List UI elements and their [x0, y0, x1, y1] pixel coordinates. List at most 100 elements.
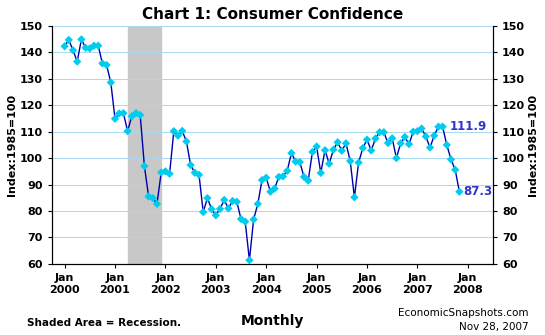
Point: [94, 43, 102, 48]
Point: [136, 112, 144, 118]
Point: [258, 178, 267, 183]
Point: [174, 133, 183, 138]
Point: [346, 158, 355, 164]
Point: [426, 145, 434, 150]
Point: [275, 174, 283, 180]
Point: [417, 126, 426, 131]
Point: [434, 124, 443, 129]
Point: [128, 114, 136, 119]
Point: [384, 140, 392, 146]
Point: [455, 189, 464, 194]
Point: [401, 134, 409, 140]
Point: [241, 219, 250, 224]
Point: [178, 128, 186, 134]
Point: [203, 195, 212, 201]
Point: [392, 155, 401, 161]
Point: [447, 157, 456, 162]
Point: [329, 147, 338, 152]
Point: [216, 206, 225, 212]
Point: [283, 168, 292, 174]
Bar: [128, 26, 161, 264]
Point: [443, 142, 451, 148]
Point: [350, 195, 359, 200]
Point: [148, 195, 157, 201]
Point: [413, 129, 422, 134]
Point: [98, 61, 107, 66]
Point: [111, 116, 119, 121]
Point: [73, 59, 82, 64]
Text: Nov 28, 2007: Nov 28, 2007: [459, 322, 529, 332]
Point: [333, 140, 342, 145]
Point: [379, 130, 388, 135]
Point: [404, 141, 413, 147]
Point: [376, 130, 384, 135]
Point: [325, 161, 334, 166]
Text: Shaded Area = Recession.: Shaded Area = Recession.: [27, 318, 181, 328]
Point: [409, 129, 417, 134]
Point: [287, 150, 296, 156]
Point: [278, 174, 287, 179]
Point: [199, 209, 208, 215]
Point: [60, 44, 69, 49]
Point: [430, 133, 439, 138]
Point: [388, 136, 397, 141]
Point: [312, 144, 321, 149]
Point: [354, 160, 363, 165]
Point: [81, 45, 90, 51]
Point: [190, 170, 199, 175]
Point: [153, 201, 161, 207]
Point: [86, 46, 94, 51]
Point: [237, 216, 245, 222]
Point: [132, 111, 141, 116]
Point: [249, 217, 258, 222]
Text: EconomicSnapshots.com: EconomicSnapshots.com: [398, 308, 529, 318]
Point: [262, 175, 270, 180]
Point: [317, 170, 325, 176]
Point: [320, 147, 329, 153]
Point: [220, 197, 228, 203]
Point: [186, 162, 195, 168]
Text: 111.9: 111.9: [450, 120, 487, 133]
Point: [266, 189, 275, 194]
Point: [304, 178, 312, 183]
Text: 87.3: 87.3: [463, 185, 493, 198]
Point: [421, 134, 430, 139]
Point: [438, 124, 447, 129]
Point: [157, 170, 166, 175]
Point: [233, 199, 241, 204]
Point: [359, 145, 367, 151]
Point: [161, 169, 169, 174]
Point: [169, 129, 178, 134]
Point: [253, 201, 262, 207]
Point: [144, 194, 153, 199]
Point: [228, 198, 237, 204]
Point: [371, 136, 380, 141]
Point: [123, 129, 132, 134]
Point: [140, 163, 149, 169]
Point: [300, 174, 308, 180]
Point: [119, 111, 128, 116]
Point: [106, 80, 115, 85]
Point: [245, 258, 254, 263]
Point: [182, 139, 191, 144]
Point: [367, 148, 376, 153]
Point: [195, 172, 203, 178]
Point: [270, 186, 279, 191]
Y-axis label: Index:1985=100: Index:1985=100: [528, 94, 538, 196]
Y-axis label: Index:1985=100: Index:1985=100: [7, 94, 17, 196]
Point: [291, 159, 300, 164]
Point: [77, 37, 86, 42]
Point: [165, 171, 174, 177]
Point: [362, 137, 371, 142]
Point: [295, 159, 304, 165]
Point: [342, 141, 350, 146]
Point: [396, 141, 405, 146]
Point: [89, 43, 98, 48]
Point: [207, 206, 216, 212]
Title: Chart 1: Consumer Confidence: Chart 1: Consumer Confidence: [142, 7, 403, 22]
Point: [115, 111, 124, 116]
Point: [308, 149, 317, 155]
Point: [64, 37, 73, 43]
Point: [451, 167, 459, 173]
Text: Monthly: Monthly: [241, 314, 304, 328]
